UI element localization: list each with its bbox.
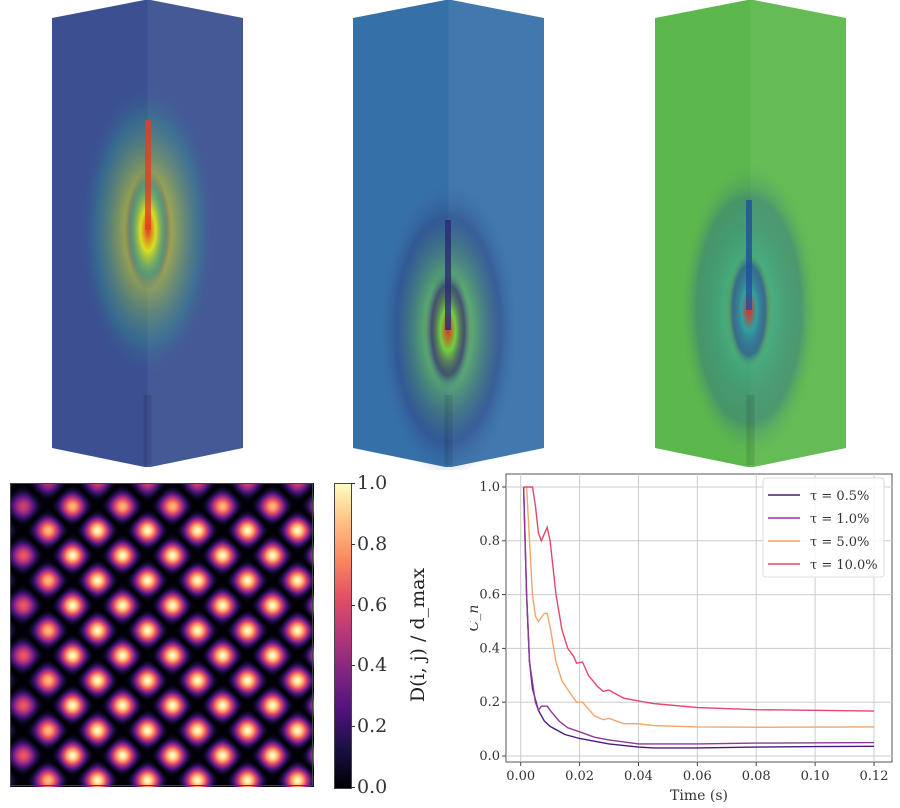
colorbar-tick-label: 1.0 (357, 472, 388, 494)
x-tick-label: 0.08 (742, 769, 771, 784)
x-tick-label: 0.02 (565, 769, 594, 784)
line-chart: 0.00 0.02 0.04 0.06 0.08 0.10 0.12 0.0 0.2 0.4 0.6… (470, 473, 893, 804)
simulation-panels (52, 0, 846, 470)
y-tick-label: 1.0 (479, 480, 500, 495)
y-tick-label: 0.0 (479, 749, 500, 764)
simulation-panel-3 (655, 0, 846, 467)
colorbar-tick-label: 0.2 (357, 715, 388, 738)
crack-line (445, 220, 451, 330)
colorbar-label: D(i, j) / d_max (407, 567, 429, 703)
colorbar-tick-mark (351, 543, 355, 545)
crack-line (145, 120, 151, 230)
legend-label: τ = 5.0% (810, 535, 869, 550)
x-tick-label: 0.10 (801, 769, 830, 784)
colorbar-tick-label: 0.4 (357, 654, 388, 677)
colorbar-tick-mark (351, 726, 355, 728)
simulation-panel-2 (353, 0, 544, 470)
colorbar (334, 483, 352, 789)
series-line-2 (522, 486, 875, 745)
colorbar-tick-label: 0.6 (357, 593, 388, 616)
simulation-panel-1 (52, 0, 243, 467)
series-line-3 (525, 486, 875, 728)
notch (444, 395, 453, 465)
y-tick-label: 0.2 (479, 695, 500, 710)
distance-matrix-heatmap (10, 483, 314, 787)
legend-label: τ = 1.0% (810, 512, 869, 527)
colorbar-tick-mark (351, 787, 355, 788)
colorbar-tick-mark (351, 483, 355, 484)
x-tick-label: 0.12 (860, 769, 889, 784)
x-axis-label: Time (s) (670, 788, 728, 804)
legend-label: τ = 10.0% (810, 558, 878, 573)
colorbar-tick-label: 0.8 (357, 532, 388, 555)
colorbar-tick-mark (351, 665, 355, 667)
series-line-4 (523, 486, 875, 712)
x-tick-label: 0.00 (506, 769, 535, 784)
legend-box (762, 477, 885, 578)
legend: τ = 0.5% τ = 1.0% τ = 5.0% τ = 10.0% (762, 477, 885, 578)
y-tick-label: 0.6 (479, 588, 500, 603)
y-axis-label: C_n (470, 605, 482, 632)
notch (143, 395, 152, 465)
legend-label: τ = 0.5% (810, 489, 869, 504)
notch (746, 395, 755, 465)
colorbar-tick-mark (351, 604, 355, 606)
heatmap-frame (10, 483, 313, 786)
y-tick-label: 0.8 (479, 534, 500, 549)
x-tick-label: 0.04 (624, 769, 653, 784)
crack-line (746, 200, 752, 310)
y-tick-label: 0.4 (479, 641, 500, 656)
x-tick-label: 0.06 (683, 769, 712, 784)
colorbar-tick-label: 0.0 (357, 776, 388, 798)
